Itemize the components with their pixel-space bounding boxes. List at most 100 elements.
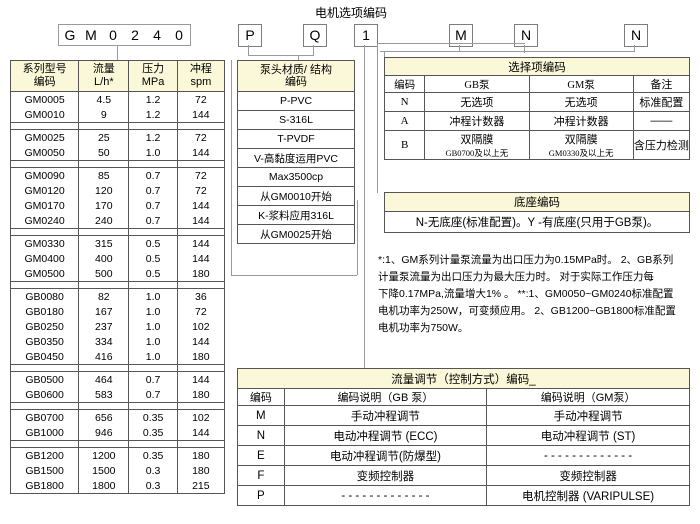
spec-cell-pressure: 0.7 <box>128 183 178 198</box>
spec-cell-stroke: 180 <box>176 266 226 282</box>
spec-header-pressure-l2: MPa <box>141 76 165 88</box>
spec-cell-flow: 400 <box>78 251 130 266</box>
spec-row: GM0090 85 0.7 72 <box>9 167 226 183</box>
spec-header-model: 系列型号 编码 <box>9 60 80 92</box>
spec-row: GB0250 237 1.0 102 <box>9 319 226 334</box>
spec-cell-model: GM0240 <box>9 213 80 229</box>
spec-cell-flow: 464 <box>78 371 130 387</box>
material-row: Max3500cp <box>237 167 355 187</box>
option-code-box-n-5: N <box>624 24 648 47</box>
base-table-body: N-无底座(标准配置)。Y -有底座(只用于GB泵)。 <box>384 211 690 233</box>
spec-header-flow: 流量 L/h* <box>78 60 130 92</box>
spec-cell-pressure: 0.5 <box>128 251 178 266</box>
flow-header-row: 编码 编码说明（GB 泵） 编码说明（GM泵） <box>237 388 690 406</box>
option-code-box-m-3: M <box>449 24 473 47</box>
spec-cell-model: GB0250 <box>9 319 80 334</box>
connector-material-right <box>357 200 358 275</box>
spec-cell-model: GM0400 <box>9 251 80 266</box>
flow-cell-gb: 手动冲程调节 <box>283 405 488 426</box>
connector-m-vertical <box>459 45 460 51</box>
model-code-char-2: 0 <box>102 24 125 46</box>
spec-cell-model: GM0500 <box>9 266 80 282</box>
note-line-0: *:1、GM系列计量泵流量为出口压力为0.15MPa时。 2、GB系列 <box>378 254 674 266</box>
spec-group-divider <box>9 122 226 130</box>
note-line-1: 计量泵流量为出口压力为最大压力时。 对于实际工作压力每 <box>378 271 654 283</box>
option-title-row: 选择项编码 <box>384 57 690 76</box>
spec-header-stroke: 冲程 spm <box>176 60 226 92</box>
spec-cell-model: GB1200 <box>9 447 80 463</box>
spec-header-pressure: 压力 MPa <box>128 60 178 92</box>
material-header-l2: 编码 <box>285 76 307 88</box>
option-table: 选择项编码 编码 GB泵 GM泵 备注 N 无选项 无选项 标准配置 A 冲程计数器 冲程计… <box>383 57 691 160</box>
spec-row: GB0080 82 1.0 36 <box>9 288 226 304</box>
spec-cell-flow: 85 <box>78 167 130 183</box>
spec-cell-flow: 1800 <box>78 478 130 494</box>
spec-cell-pressure: 1.0 <box>128 304 178 319</box>
spec-cell-model: GM0090 <box>9 167 80 183</box>
connector-one-vertical <box>364 45 365 368</box>
spec-table-header-row: 系列型号 编码 流量 L/h* 压力 MPa 冲程 spm <box>9 60 226 92</box>
flow-cell-code: N <box>237 425 285 446</box>
connector-n1-drop <box>377 43 378 193</box>
flow-cell-code: E <box>237 445 285 466</box>
spec-cell-pressure: 0.3 <box>128 463 178 478</box>
flow-cell-gb: - - - - - - - - - - - - - <box>283 485 488 506</box>
material-cell-6: K-浆料应用316L <box>237 205 355 225</box>
spec-cell-pressure: 1.0 <box>128 145 178 161</box>
option-cell-gm: 冲程计数器 <box>528 111 634 131</box>
motor-option-label: 电机选项编码 <box>315 6 388 20</box>
spec-cell-flow: 120 <box>78 183 130 198</box>
model-code-char-3: 2 <box>124 24 147 46</box>
option-cell-code: A <box>383 111 426 131</box>
option-code-box-1-2: 1 <box>354 24 378 47</box>
flow-cell-gm: 变频控制器 <box>486 465 690 486</box>
flow-row: E 电动冲程调节(防爆型) - - - - - - - - - - - - - <box>237 445 690 466</box>
option-cell-gb: 冲程计数器 <box>424 111 530 131</box>
connector-p-drop <box>298 55 299 60</box>
spec-cell-model: GB1800 <box>9 478 80 494</box>
spec-cell-flow: 240 <box>78 213 130 229</box>
spec-cell-pressure: 0.35 <box>128 425 178 441</box>
spec-cell-stroke: 72 <box>176 167 226 183</box>
option-row: A 冲程计数器 冲程计数器 —— <box>383 111 691 131</box>
spec-row: GB1500 1500 0.3 180 <box>9 463 226 478</box>
spec-cell-stroke: 144 <box>176 235 226 251</box>
spec-cell-pressure: 1.0 <box>128 288 178 304</box>
spec-cell-pressure: 1.0 <box>128 349 178 365</box>
spec-header-model-l1: 系列型号 <box>22 63 67 75</box>
spec-header-flow-l2: L/h* <box>94 76 114 88</box>
connector-n2-vertical <box>634 45 635 51</box>
flow-cell-gm: 电机控制器 (VARIPULSE) <box>486 485 690 506</box>
spec-cell-pressure: 0.7 <box>128 167 178 183</box>
spec-cell-stroke: 144 <box>176 371 226 387</box>
spec-cell-stroke: 72 <box>176 129 226 145</box>
spec-cell-model: GB1000 <box>9 425 80 441</box>
spec-cell-model: GM0120 <box>9 183 80 198</box>
spec-row: GM0120 120 0.7 72 <box>9 183 226 198</box>
material-cell-4: Max3500cp <box>237 167 355 187</box>
option-cell-gm: 无选项 <box>528 92 634 112</box>
material-row: V-高黏度运用PVC <box>237 148 355 168</box>
option-cell-note: 标准配置 <box>632 92 691 112</box>
option-col-gb: GB泵 <box>424 75 530 93</box>
spec-cell-model: GB0600 <box>9 387 80 403</box>
option-cell-gm: 双隔膜 GM0330及以上无 <box>528 130 634 160</box>
spec-cell-flow: 1200 <box>78 447 130 463</box>
connector-n1-vertical <box>524 45 525 53</box>
spec-header-stroke-l1: 冲程 <box>189 63 212 75</box>
spec-cell-model: GM0330 <box>9 235 80 251</box>
material-cell-7: 从GM0025开始 <box>237 224 355 244</box>
connector-n1-horizontal <box>377 43 525 44</box>
spec-cell-flow: 416 <box>78 349 130 365</box>
spec-cell-pressure: 1.2 <box>128 129 178 145</box>
spec-cell-flow: 334 <box>78 334 130 349</box>
option-col-code: 编码 <box>383 75 426 93</box>
spec-cell-pressure: 0.5 <box>128 235 178 251</box>
flow-row: P- - - - - - - - - - - - - 电机控制器 (VARIPUL… <box>237 485 690 506</box>
spec-cell-flow: 583 <box>78 387 130 403</box>
spec-cell-model: GB0500 <box>9 371 80 387</box>
spec-cell-flow: 237 <box>78 319 130 334</box>
connector-m-drop <box>384 51 385 57</box>
